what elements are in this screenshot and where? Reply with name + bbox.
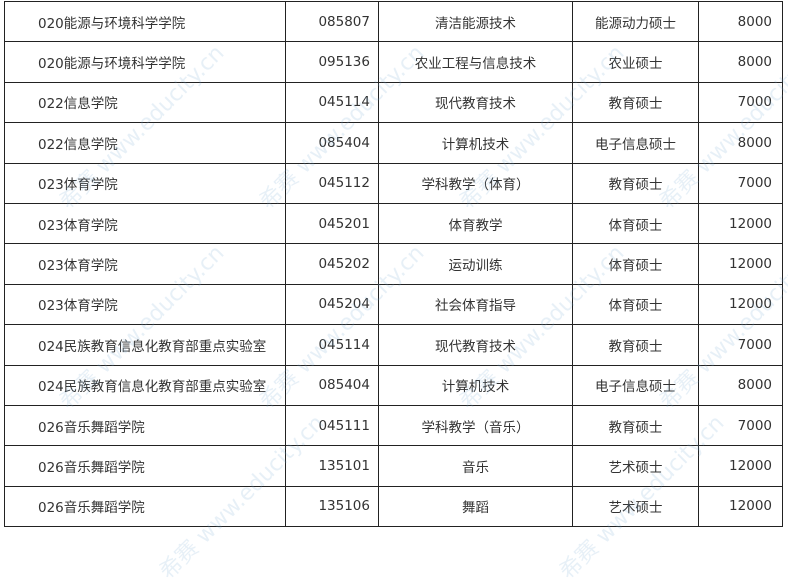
- college-cell: 023体育学院: [4, 202, 286, 245]
- major-code-cell: 085404: [285, 122, 379, 164]
- major-name-cell: 清洁能源技术: [378, 0, 573, 43]
- major-name-cell: 学科教学（体育）: [378, 162, 573, 204]
- tuition-cell: 12000: [698, 243, 783, 285]
- table-row: 026音乐舞蹈学院 045111 学科教学（音乐） 教育硕士 7000: [4, 404, 783, 447]
- degree-type-cell: 电子信息硕士: [572, 364, 699, 406]
- college-cell: 020能源与环境科学学院: [4, 41, 286, 83]
- tuition-cell: 8000: [698, 41, 783, 83]
- degree-type-cell: 教育硕士: [572, 162, 699, 204]
- college-cell: 023体育学院: [4, 243, 286, 285]
- degree-type-cell: 能源动力硕士: [572, 0, 699, 43]
- major-name-cell: 计算机技术: [378, 122, 573, 164]
- college-cell: 024民族教育信息化教育部重点实验室: [4, 364, 286, 406]
- college-cell: 022信息学院: [4, 81, 286, 124]
- tuition-cell: 8000: [698, 122, 783, 164]
- major-code-cell: 045204: [285, 283, 379, 326]
- tuition-cell: 7000: [698, 324, 783, 366]
- degree-type-cell: 电子信息硕士: [572, 122, 699, 164]
- major-code-cell: 095136: [285, 41, 379, 83]
- table-row: 026音乐舞蹈学院 135106 舞蹈 艺术硕士 12000: [4, 485, 783, 528]
- table-row: 020能源与环境科学学院 095136 农业工程与信息技术 农业硕士 8000: [4, 41, 783, 83]
- major-name-cell: 运动训练: [378, 243, 573, 285]
- degree-type-cell: 教育硕士: [572, 404, 699, 447]
- college-cell: 024民族教育信息化教育部重点实验室: [4, 324, 286, 366]
- major-name-cell: 学科教学（音乐）: [378, 404, 573, 447]
- major-code-cell: 045201: [285, 202, 379, 245]
- college-cell: 022信息学院: [4, 122, 286, 164]
- college-cell: 026音乐舞蹈学院: [4, 404, 286, 447]
- major-code-cell: 045114: [285, 81, 379, 124]
- major-code-cell: 085404: [285, 364, 379, 406]
- major-name-cell: 舞蹈: [378, 485, 573, 528]
- degree-type-cell: 教育硕士: [572, 324, 699, 366]
- table-row: 023体育学院 045112 学科教学（体育） 教育硕士 7000: [4, 162, 783, 204]
- table-row: 024民族教育信息化教育部重点实验室 045114 现代教育技术 教育硕士 7000: [4, 324, 783, 366]
- tuition-cell: 12000: [698, 283, 783, 326]
- tuition-cell: 8000: [698, 0, 783, 43]
- college-cell: 023体育学院: [4, 283, 286, 326]
- major-name-cell: 现代教育技术: [378, 81, 573, 124]
- table-row: 023体育学院 045201 体育教学 体育硕士 12000: [4, 202, 783, 245]
- table-row: 020能源与环境科学学院 085807 清洁能源技术 能源动力硕士 8000: [4, 0, 783, 43]
- tuition-cell: 8000: [698, 364, 783, 406]
- major-code-cell: 045112: [285, 162, 379, 204]
- college-cell: 020能源与环境科学学院: [4, 0, 286, 43]
- table-row: 022信息学院 045114 现代教育技术 教育硕士 7000: [4, 81, 783, 124]
- degree-type-cell: 教育硕士: [572, 81, 699, 124]
- major-name-cell: 社会体育指导: [378, 283, 573, 326]
- degree-type-cell: 体育硕士: [572, 202, 699, 245]
- degree-type-cell: 农业硕士: [572, 41, 699, 83]
- table-row: 023体育学院 045202 运动训练 体育硕士 12000: [4, 243, 783, 285]
- table-row: 023体育学院 045204 社会体育指导 体育硕士 12000: [4, 283, 783, 326]
- tuition-cell: 7000: [698, 81, 783, 124]
- major-code-cell: 045202: [285, 243, 379, 285]
- tuition-cell: 12000: [698, 445, 783, 487]
- major-name-cell: 计算机技术: [378, 364, 573, 406]
- major-name-cell: 音乐: [378, 445, 573, 487]
- degree-type-cell: 艺术硕士: [572, 445, 699, 487]
- major-name-cell: 农业工程与信息技术: [378, 41, 573, 83]
- tuition-table: 020能源与环境科学学院 085807 清洁能源技术 能源动力硕士 8000 020能源与…: [4, 0, 783, 528]
- tuition-cell: 12000: [698, 202, 783, 245]
- degree-type-cell: 体育硕士: [572, 243, 699, 285]
- major-code-cell: 045114: [285, 324, 379, 366]
- major-code-cell: 135101: [285, 445, 379, 487]
- table-row: 022信息学院 085404 计算机技术 电子信息硕士 8000: [4, 122, 783, 164]
- major-code-cell: 045111: [285, 404, 379, 447]
- tuition-cell: 7000: [698, 404, 783, 447]
- college-cell: 026音乐舞蹈学院: [4, 445, 286, 487]
- degree-type-cell: 体育硕士: [572, 283, 699, 326]
- college-cell: 026音乐舞蹈学院: [4, 485, 286, 528]
- table-row: 024民族教育信息化教育部重点实验室 085404 计算机技术 电子信息硕士 8000: [4, 364, 783, 406]
- degree-type-cell: 艺术硕士: [572, 485, 699, 528]
- tuition-cell: 7000: [698, 162, 783, 204]
- major-code-cell: 135106: [285, 485, 379, 528]
- major-code-cell: 085807: [285, 0, 379, 43]
- major-name-cell: 体育教学: [378, 202, 573, 245]
- tuition-cell: 12000: [698, 485, 783, 528]
- college-cell: 023体育学院: [4, 162, 286, 204]
- major-name-cell: 现代教育技术: [378, 324, 573, 366]
- table-row: 026音乐舞蹈学院 135101 音乐 艺术硕士 12000: [4, 445, 783, 487]
